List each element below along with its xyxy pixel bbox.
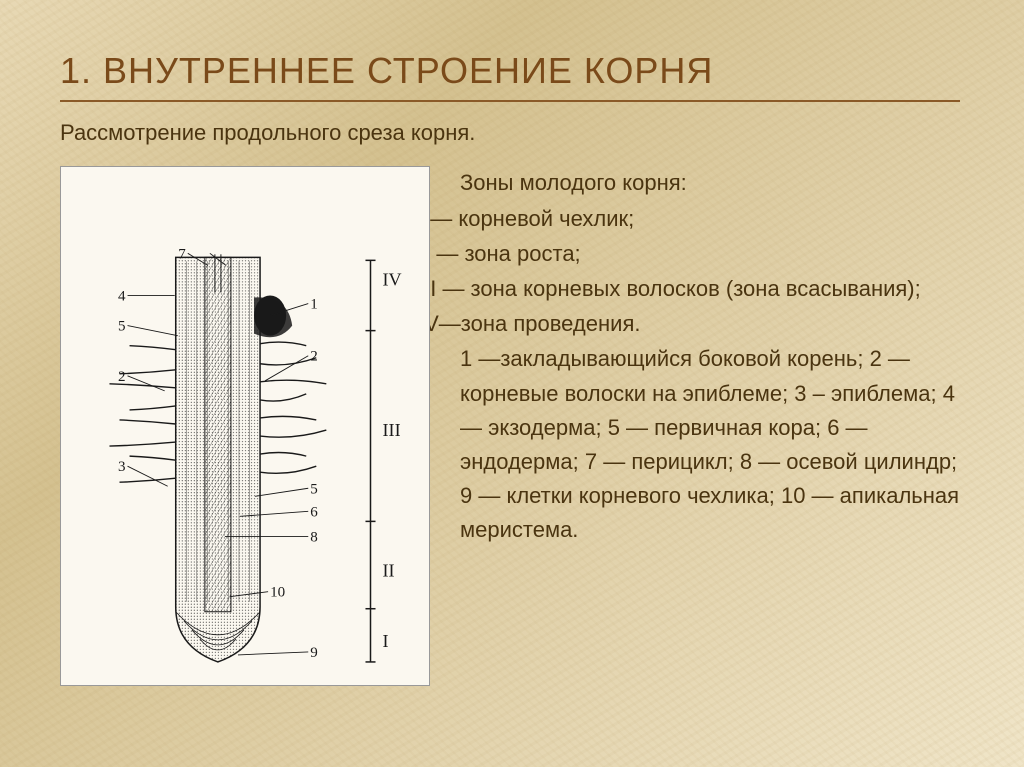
svg-text:2: 2 [118,369,126,385]
svg-text:4: 4 [118,289,126,305]
svg-text:10: 10 [270,585,285,601]
zone-item-4: IV—зона проведения. [460,307,964,341]
title-underline [60,100,960,102]
svg-text:9: 9 [310,645,318,661]
root-diagram-svg: IIIIIIIV1223455678910 [69,175,421,677]
svg-text:5: 5 [118,319,126,335]
svg-text:8: 8 [310,529,318,545]
svg-text:IV: IV [383,269,402,289]
svg-text:7: 7 [178,246,186,262]
zones-heading: Зоны молодого корня: [460,166,964,200]
root-diagram-figure: IIIIIIIV1223455678910 [60,166,430,686]
svg-text:I: I [383,631,389,651]
svg-text:III: III [383,420,401,440]
zone-item-2: II — зона роста; [460,237,964,271]
zone-item-3: III — зона корневых волосков (зона всасы… [460,272,964,306]
svg-text:5: 5 [310,481,318,497]
svg-text:II: II [383,561,395,581]
svg-text:2: 2 [310,349,318,365]
slide-subtitle: Рассмотрение продольного среза корня. [60,120,964,146]
svg-text:6: 6 [310,504,318,520]
text-block: Зоны молодого корня: I — корневой чехлик… [460,166,964,686]
zone-item-1: I — корневой чехлик; [460,202,964,236]
parts-text: 1 —закладывающийся боковой корень; 2 — к… [460,342,964,547]
svg-text:1: 1 [310,297,318,313]
slide-title: 1. ВНУТРЕННЕЕ СТРОЕНИЕ КОРНЯ [60,50,964,92]
svg-text:3: 3 [118,459,126,475]
